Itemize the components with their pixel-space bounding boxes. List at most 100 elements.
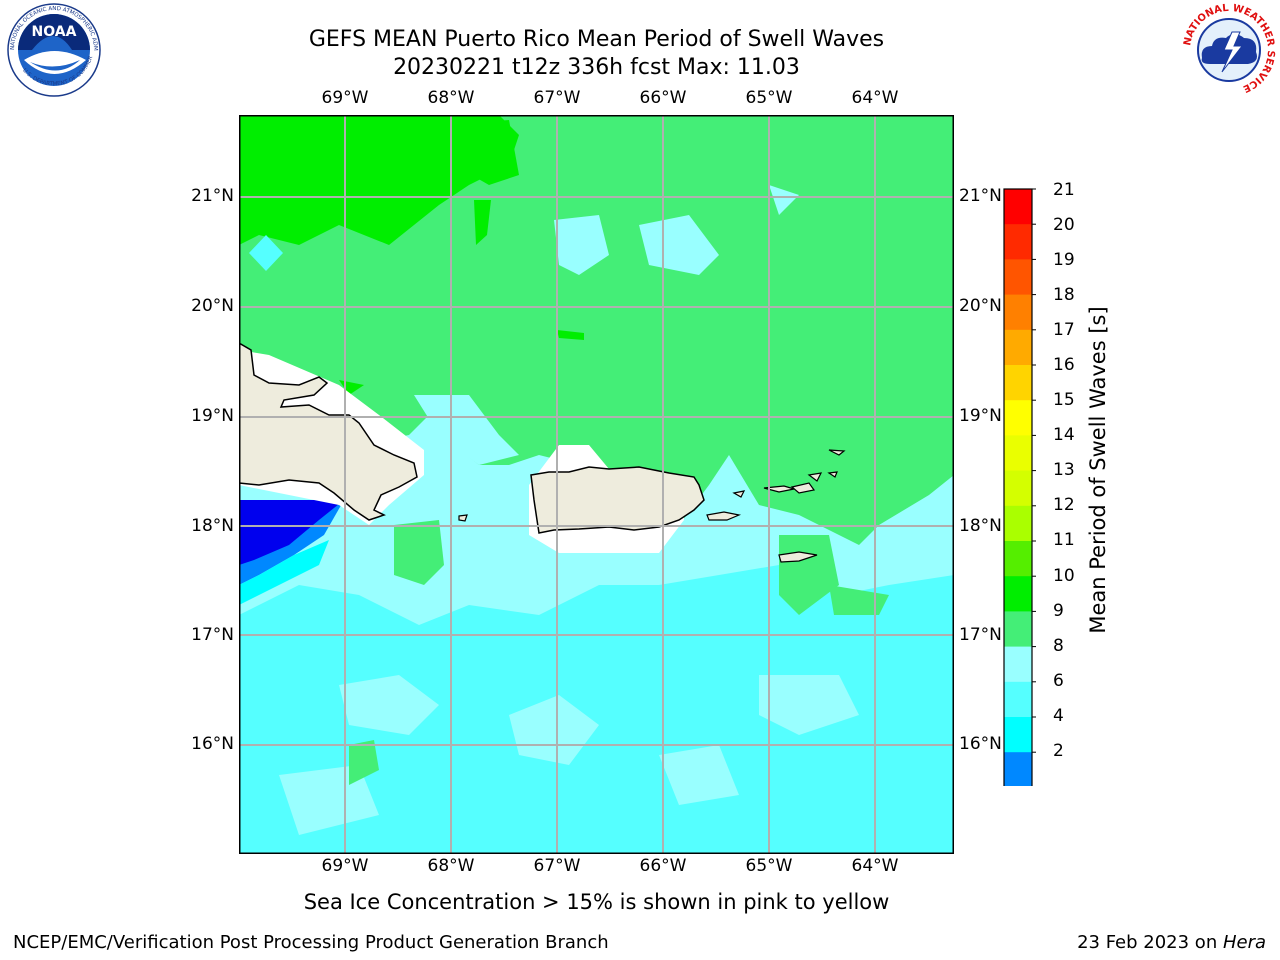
land-vieques <box>706 511 742 521</box>
noaa-logo: NOAA NATIONAL OCEANIC AND ATMOSPHERIC AD… <box>0 0 104 98</box>
colorbar-segment <box>1004 541 1032 577</box>
map-frame <box>239 115 954 854</box>
colorbar-segment <box>1004 576 1032 612</box>
lat-tick-right: 19°N <box>959 406 1002 426</box>
lon-tick-top: 67°W <box>533 88 581 108</box>
swell-zone-6-8-patch <box>249 235 283 271</box>
colorbar-segment <box>1004 505 1032 542</box>
lon-tick-bottom: 64°W <box>851 856 899 876</box>
land-anegada <box>828 449 846 456</box>
lat-tick-right: 16°N <box>959 734 1002 754</box>
lat-tick-right: 18°N <box>959 516 1002 536</box>
lon-tick-top: 65°W <box>745 88 793 108</box>
lat-tick-right: 21°N <box>959 186 1002 206</box>
land-st-croix <box>778 551 818 563</box>
sea-ice-note: Sea Ice Concentration > 15% is shown in … <box>303 890 890 914</box>
lat-tick-right: 17°N <box>959 625 1002 645</box>
colorbar-segment <box>1004 717 1032 753</box>
colorbar-label: 18 <box>1053 285 1075 305</box>
colorbar-segment <box>1004 365 1032 401</box>
lon-tick-bottom: 65°W <box>745 856 793 876</box>
swell-zone-10-11 <box>239 115 519 245</box>
swell-zone-8-9-patch <box>554 215 609 275</box>
swell-zone-4-6 <box>239 540 329 605</box>
colorbar-segment <box>1004 752 1032 788</box>
chart-title: GEFS MEAN Puerto Rico Mean Period of Swe… <box>308 27 885 52</box>
footer-date-text: 23 Feb 2023 on <box>1077 932 1223 953</box>
lon-tick-top: 68°W <box>427 88 475 108</box>
colorbar-label: 16 <box>1053 355 1075 375</box>
colorbar-segment <box>1004 611 1032 648</box>
lat-tick-left: 21°N <box>191 186 234 206</box>
colorbar-label: 11 <box>1053 530 1075 550</box>
lat-tick-left: 18°N <box>191 516 234 536</box>
swell-zone-8-9-patch <box>759 675 859 735</box>
swell-zone-9-10-patch <box>349 740 379 785</box>
colorbar-segment <box>1004 329 1032 366</box>
colorbar-label: 20 <box>1053 215 1075 235</box>
land-st-john <box>790 482 816 494</box>
swell-zone-6-8 <box>239 565 954 854</box>
colorbar-label: 15 <box>1053 390 1075 410</box>
footer-host: Hera <box>1222 932 1266 953</box>
swell-period-map <box>239 115 954 854</box>
land-small-island <box>827 471 838 478</box>
colorbar-label: 14 <box>1053 425 1075 445</box>
footer-credit: NCEP/EMC/Verification Post Processing Pr… <box>13 932 609 953</box>
colorbar-segment <box>1004 259 1032 296</box>
swell-zone-8-9-patch <box>659 745 739 805</box>
colorbar-segment <box>1004 294 1032 331</box>
colorbar-label: 2 <box>1053 741 1064 761</box>
swell-zone-10-11 <box>449 120 519 185</box>
colorbar-segment <box>1004 189 1032 225</box>
colorbar-label: 19 <box>1053 250 1075 270</box>
swell-zone-lt-2 <box>239 500 344 565</box>
colorbar-segment <box>1004 400 1032 436</box>
lat-tick-left: 16°N <box>191 734 234 754</box>
colorbar-label: 17 <box>1053 320 1075 340</box>
lon-tick-top: 64°W <box>851 88 899 108</box>
colorbar-title: Mean Period of Swell Waves [s] <box>1086 306 1110 634</box>
colorbar-label: 10 <box>1053 566 1075 586</box>
colorbar-graphic <box>1003 188 1036 819</box>
colorbar-label: 21 <box>1053 180 1075 200</box>
swell-zone-8-9-patch <box>509 695 599 765</box>
chart-subtitle: 20230221 t12z 336h fcst Max: 11.03 <box>393 55 800 80</box>
colorbar-label: 8 <box>1053 636 1064 656</box>
colorbar-label: 4 <box>1053 706 1064 726</box>
lat-tick-right: 20°N <box>959 296 1002 316</box>
colorbar-segment <box>1004 470 1032 507</box>
colorbar-segment <box>1004 435 1032 472</box>
lat-tick-left: 19°N <box>191 406 234 426</box>
colorbar-label: 9 <box>1053 601 1064 621</box>
swell-zone-8-9-patch <box>339 675 439 735</box>
svg-text:NOAA: NOAA <box>32 24 77 40</box>
lat-tick-left: 20°N <box>191 296 234 316</box>
land-hispaniola <box>239 342 418 521</box>
swell-zone-8-9-patch <box>639 215 719 275</box>
lon-tick-bottom: 69°W <box>321 856 369 876</box>
land-puerto-rico <box>530 466 705 534</box>
swell-zone-9-10 <box>239 115 954 545</box>
colorbar-segment <box>1004 646 1032 683</box>
lon-tick-bottom: 67°W <box>533 856 581 876</box>
land-tortola <box>807 472 823 482</box>
lon-tick-top: 66°W <box>639 88 687 108</box>
footer-date: 23 Feb 2023 on Hera <box>1077 932 1266 953</box>
lon-tick-bottom: 66°W <box>639 856 687 876</box>
swell-zone-8-9-patch <box>769 185 799 215</box>
colorbar-label: 6 <box>1053 671 1064 691</box>
swell-zone-9-10-patch <box>394 520 444 585</box>
land-culebra <box>732 490 746 498</box>
land-mona <box>458 514 468 522</box>
lat-tick-left: 17°N <box>191 625 234 645</box>
colorbar-segment <box>1004 681 1032 718</box>
colorbar-label: 13 <box>1053 460 1075 480</box>
lon-tick-bottom: 68°W <box>427 856 475 876</box>
swell-zone-10-11 <box>474 200 491 245</box>
colorbar-segment <box>1004 224 1032 260</box>
lon-tick-top: 69°W <box>321 88 369 108</box>
colorbar <box>1000 186 1036 819</box>
graticule <box>239 115 954 854</box>
swell-zone-10-11 <box>557 330 584 340</box>
